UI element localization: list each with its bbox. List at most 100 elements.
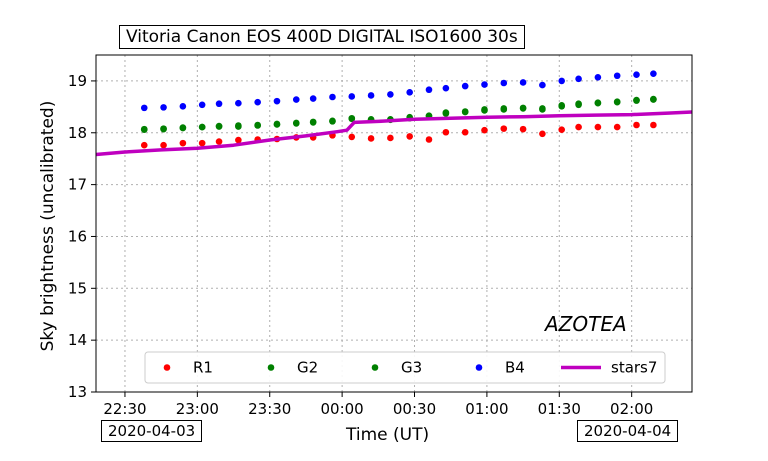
data-point-b4 xyxy=(367,92,375,99)
data-point-b4 xyxy=(461,82,469,90)
y-tick-label: 14 xyxy=(68,331,87,349)
data-point-b4 xyxy=(442,84,450,92)
data-point-r1 xyxy=(594,123,602,131)
series-line-stars7 xyxy=(95,110,693,157)
data-point-g3 xyxy=(461,108,469,115)
data-point-r1 xyxy=(406,133,413,140)
data-point-b4 xyxy=(387,91,394,98)
data-point-g3 xyxy=(633,96,640,104)
axis-ticks: 22:30 23:00 23:30 00:00 00:30 01:00 01:30 02:00… xyxy=(68,72,653,418)
data-point-b4 xyxy=(558,77,566,85)
x-tick-label: 00:00 xyxy=(321,400,364,418)
data-point-g3 xyxy=(348,114,356,122)
data-point-g3 xyxy=(539,105,546,112)
data-point-r1 xyxy=(633,121,640,129)
x-tick-label: 22:30 xyxy=(103,400,146,418)
data-point-b4 xyxy=(539,81,546,89)
data-point-g3 xyxy=(613,98,621,105)
data-point-g3 xyxy=(198,123,206,131)
data-point-b4 xyxy=(348,93,356,100)
data-point-g3 xyxy=(273,120,281,128)
data-point-r1 xyxy=(613,123,621,131)
y-tick-label: 19 xyxy=(68,72,87,90)
data-point-b4 xyxy=(215,100,223,108)
x-tick-label: 23:30 xyxy=(248,400,291,418)
data-point-b4 xyxy=(500,79,508,87)
data-point-g3 xyxy=(235,122,242,129)
data-point-g3 xyxy=(140,126,148,133)
data-point-g3 xyxy=(500,105,508,112)
data-point-r1 xyxy=(442,128,450,136)
location-annotation: AZOTEA xyxy=(545,312,627,336)
legend-label-g2: G2 xyxy=(297,359,318,377)
x-tick-label: 00:30 xyxy=(393,400,436,418)
start-date-label: 2020-04-03 xyxy=(101,420,203,442)
data-point-b4 xyxy=(519,79,527,86)
legend-label-b4: B4 xyxy=(505,359,525,377)
legend-label-stars7: stars7 xyxy=(611,359,657,377)
data-point-g3 xyxy=(558,101,566,109)
end-date-label: 2020-04-04 xyxy=(577,420,679,442)
data-point-r1 xyxy=(539,130,546,138)
chart-title: Vitoria Canon EOS 400D DIGITAL ISO1600 3… xyxy=(119,25,525,49)
data-point-r1 xyxy=(160,141,167,149)
data-point-g3 xyxy=(594,99,602,106)
data-point-g3 xyxy=(329,117,336,125)
data-point-b4 xyxy=(329,93,336,101)
data-point-g3 xyxy=(575,100,582,108)
data-point-r1 xyxy=(140,141,148,149)
x-tick-label: 01:30 xyxy=(538,400,581,418)
data-point-g3 xyxy=(292,119,300,127)
plot-frame xyxy=(95,54,693,393)
data-point-r1 xyxy=(348,133,356,141)
data-point-b4 xyxy=(292,96,300,103)
y-tick-label: 17 xyxy=(68,176,87,194)
data-point-g3 xyxy=(519,104,527,112)
data-point-r1 xyxy=(650,121,657,129)
data-point-g3 xyxy=(179,124,187,131)
data-point-b4 xyxy=(160,104,167,111)
legend-label-g3: G3 xyxy=(401,359,422,377)
data-point-b4 xyxy=(140,104,148,112)
data-point-g3 xyxy=(650,95,657,103)
x-tick-label: 01:00 xyxy=(465,400,508,418)
data-point-b4 xyxy=(406,89,413,96)
legend-swatch-g2 xyxy=(267,364,275,371)
data-point-r1 xyxy=(215,138,223,145)
y-tick-label: 16 xyxy=(68,227,87,245)
data-point-b4 xyxy=(198,101,206,109)
data-point-b4 xyxy=(309,95,317,102)
data-point-b4 xyxy=(594,73,602,81)
data-point-r1 xyxy=(481,126,488,134)
legend-label-r1: R1 xyxy=(193,359,213,377)
data-point-r1 xyxy=(575,123,582,131)
data-point-b4 xyxy=(425,86,433,94)
legend-box xyxy=(144,351,666,384)
data-point-r1 xyxy=(235,136,242,144)
legend: R1 G2 G3 B4 stars7 xyxy=(144,351,666,384)
data-point-g3 xyxy=(215,122,223,130)
data-point-b4 xyxy=(179,103,187,110)
data-point-r1 xyxy=(387,134,394,142)
data-point-r1 xyxy=(558,126,566,133)
data-point-b4 xyxy=(650,70,657,77)
data-point-g3 xyxy=(442,109,450,116)
data-point-r1 xyxy=(519,125,527,133)
data-point-b4 xyxy=(273,97,281,105)
x-tick-label: 02:00 xyxy=(610,400,653,418)
legend-swatch-g3 xyxy=(371,364,379,371)
y-axis-label: Sky brightness (uncalibrated) xyxy=(38,100,58,352)
legend-swatch-b4 xyxy=(475,364,483,371)
y-tick-label: 18 xyxy=(68,124,87,142)
data-point-r1 xyxy=(500,125,508,132)
x-tick-label: 23:00 xyxy=(176,400,219,418)
legend-swatch-r1 xyxy=(163,364,171,371)
data-point-b4 xyxy=(613,72,621,80)
data-point-r1 xyxy=(425,136,433,143)
data-point-b4 xyxy=(633,71,640,79)
y-tick-label: 15 xyxy=(68,279,87,297)
data-point-b4 xyxy=(235,99,242,107)
data-point-b4 xyxy=(254,98,261,106)
data-point-b4 xyxy=(575,75,582,83)
